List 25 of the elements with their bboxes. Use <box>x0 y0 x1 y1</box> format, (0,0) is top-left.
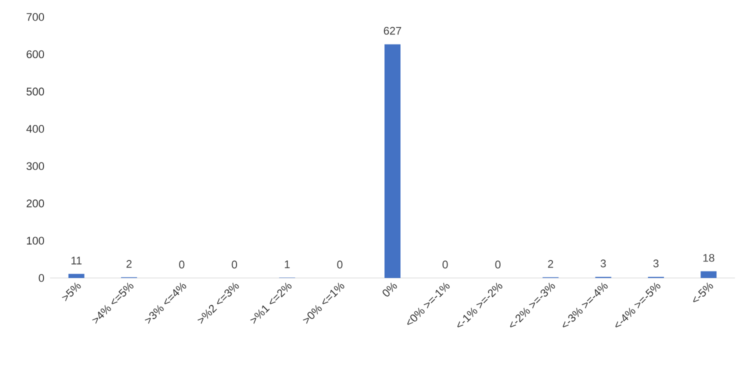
y-tick-label: 700 <box>26 13 44 21</box>
y-tick-label: 200 <box>26 200 44 208</box>
data-label: 1 <box>284 260 290 268</box>
data-label: 0 <box>337 260 342 268</box>
data-label: 627 <box>384 26 402 35</box>
bar <box>384 44 401 278</box>
data-label: 2 <box>126 260 132 268</box>
data-label: 0 <box>495 260 501 268</box>
bar <box>68 274 84 278</box>
bar <box>700 271 717 278</box>
x-tick-label: 0% <box>382 282 397 296</box>
data-label: 11 <box>71 256 82 264</box>
y-tick-label: 300 <box>26 162 44 170</box>
y-tick-label: 400 <box>26 124 44 133</box>
y-tick-label: 500 <box>26 88 44 96</box>
y-tick-label: 0 <box>38 274 44 282</box>
y-tick-label: 600 <box>26 50 44 58</box>
data-label: 18 <box>703 254 714 262</box>
data-label: 0 <box>232 260 238 268</box>
data-label: 0 <box>179 260 184 268</box>
data-label: 3 <box>600 260 606 268</box>
data-label: 2 <box>548 260 554 268</box>
data-label: 0 <box>442 260 448 268</box>
y-tick-label: 100 <box>26 236 44 245</box>
data-label: 3 <box>653 260 659 268</box>
